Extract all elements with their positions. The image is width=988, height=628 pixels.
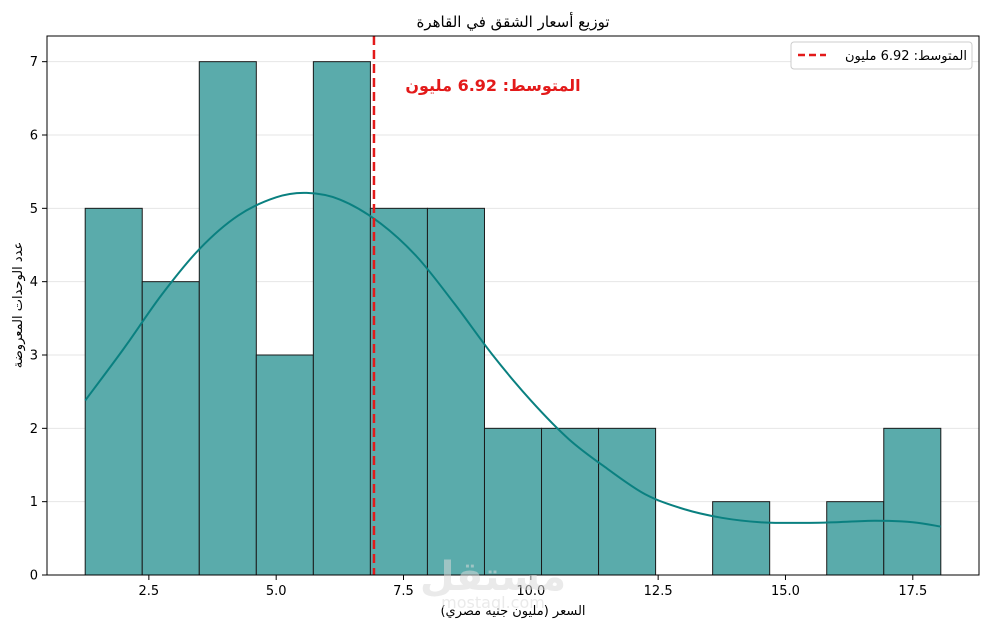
histogram-bar xyxy=(483,427,543,576)
histogram-bar xyxy=(84,207,143,576)
y-tick-label: 4 xyxy=(30,275,38,290)
watermark: مستقل mostaql.com xyxy=(420,554,566,612)
mean-annotation: المتوسط: 6.92 مليون xyxy=(405,76,580,95)
x-tick-label: 17.5 xyxy=(898,584,927,599)
chart-title: توزيع أسعار الشقق في القاهرة xyxy=(416,12,609,32)
x-tick-label: 7.5 xyxy=(393,584,414,599)
x-axis-ticks: 2.5 5.0 7.5 10.0 12.5 15.0 17.5 xyxy=(139,575,927,599)
histogram-bar xyxy=(141,281,200,576)
kde-curve-group xyxy=(84,191,941,528)
legend-mean-label: المتوسط: 6.92 مليون xyxy=(845,49,967,64)
x-tick-label: 10.0 xyxy=(516,584,545,599)
histogram-bar xyxy=(255,354,314,576)
histogram-bar xyxy=(598,427,657,576)
y-tick-label: 6 xyxy=(30,129,38,144)
watermark-logo: مستقل xyxy=(420,554,566,600)
x-axis-title: السعر (مليون جنيه مصري) xyxy=(440,604,585,619)
histogram-bar xyxy=(426,207,485,576)
histogram-bar xyxy=(712,501,771,576)
kde-curve xyxy=(84,191,941,528)
x-tick-label: 15.0 xyxy=(771,584,800,599)
histogram-bar xyxy=(369,207,428,576)
x-tick-label: 12.5 xyxy=(644,584,673,599)
legend-box xyxy=(790,41,973,70)
histogram-bar xyxy=(312,61,371,576)
y-tick-label: 7 xyxy=(30,55,38,70)
x-tick-label: 5.0 xyxy=(266,584,287,599)
y-axis-title: عدد الوحدات المعروضة xyxy=(11,242,26,368)
legend: المتوسط: 6.92 مليون xyxy=(790,41,973,70)
histogram-bar xyxy=(541,427,600,576)
x-tick-label: 2.5 xyxy=(139,584,160,599)
histogram-bar xyxy=(883,427,942,576)
histogram-bar xyxy=(826,501,885,576)
y-tick-label: 5 xyxy=(30,202,38,217)
y-tick-label: 1 xyxy=(30,495,38,510)
y-tick-label: 0 xyxy=(30,569,38,584)
histogram-bar xyxy=(198,61,257,576)
y-axis-ticks: 0 1 2 3 4 5 6 7 xyxy=(30,55,47,584)
y-tick-label: 2 xyxy=(30,422,38,437)
watermark-url: mostaql.com xyxy=(441,593,545,612)
y-tick-label: 3 xyxy=(30,349,38,364)
plot-frame xyxy=(46,35,980,576)
